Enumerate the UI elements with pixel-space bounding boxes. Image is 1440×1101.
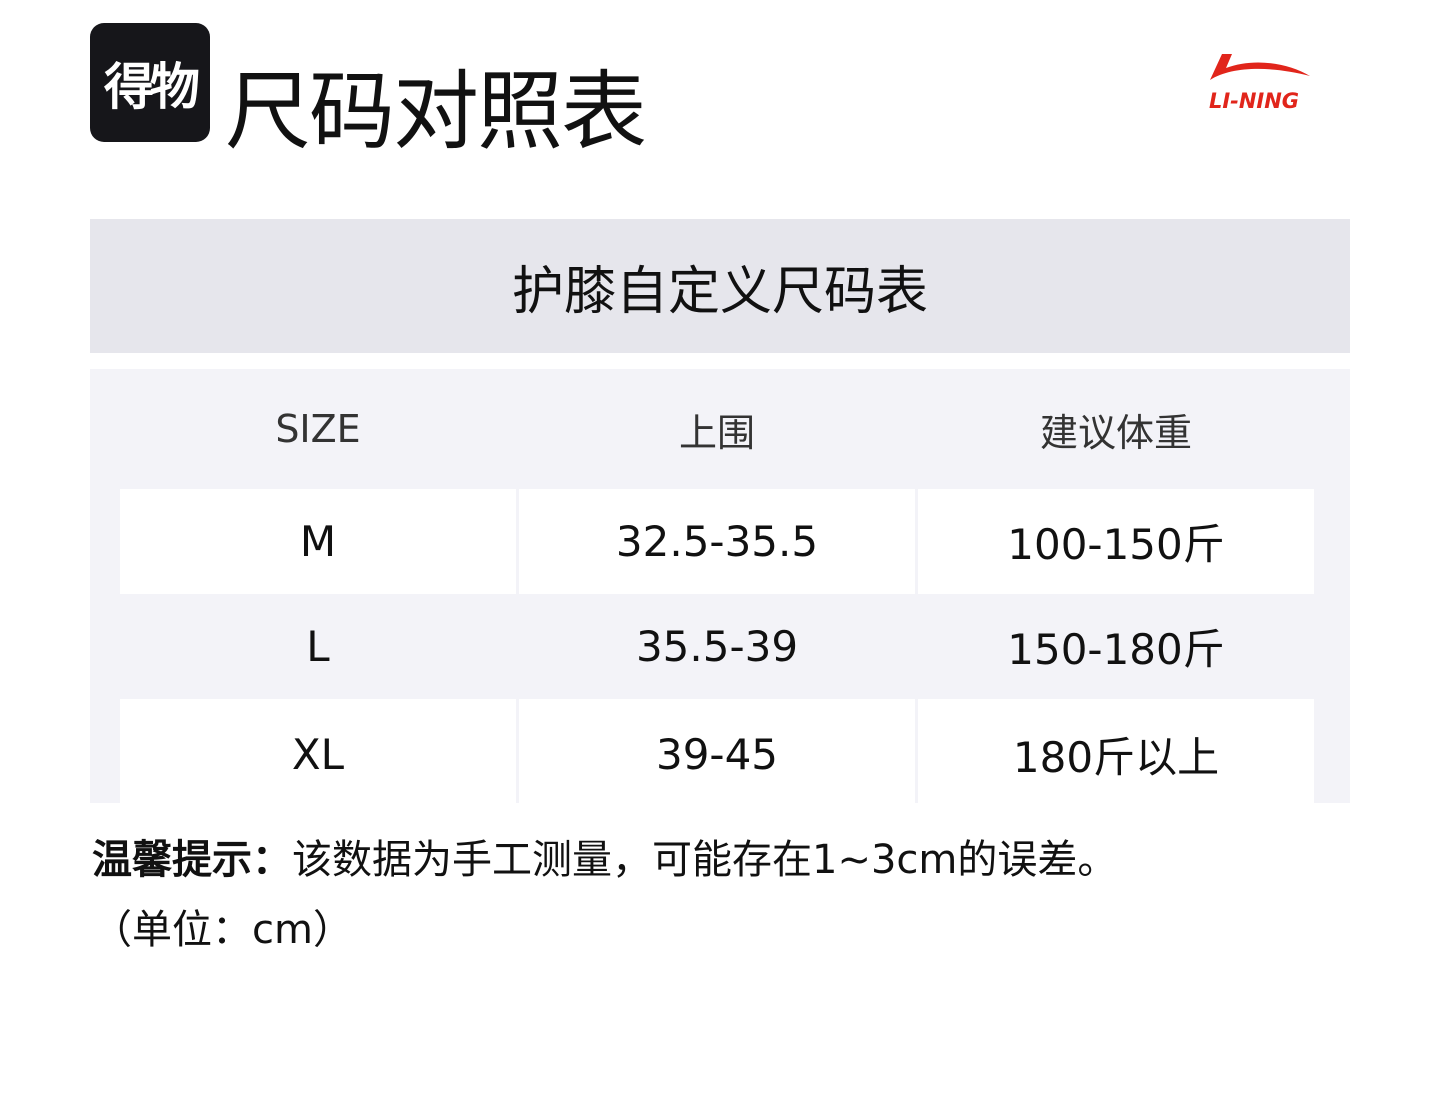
table-cell: 150-180斤 [1007, 625, 1225, 674]
page-title: 尺码对照表 [225, 62, 647, 162]
svg-text:LI-NING: LI-NING [1209, 89, 1299, 113]
dewu-logo: 得物 [90, 23, 210, 142]
table-cell: 100-150斤 [918, 489, 1314, 594]
table-cell: 35.5-39 [635, 622, 799, 671]
table-header-row: SIZE 上围 建议体重 [120, 369, 1317, 489]
table-cell: 180斤以上 [918, 699, 1314, 803]
table-row: M 32.5-35.5 100-150斤 [120, 489, 1317, 594]
table-cell: 32.5-35.5 [519, 489, 915, 594]
table-cell: XL [120, 699, 516, 803]
table-cell: M [120, 489, 516, 594]
note-label: 温馨提示： [92, 837, 292, 883]
column-header: 上围 [678, 410, 755, 455]
table-caption: 护膝自定义尺码表 [90, 219, 1350, 353]
note-unit: （单位：cm） [92, 907, 353, 953]
table-cell: L [306, 622, 330, 671]
measurement-note: 温馨提示：该数据为手工测量，可能存在1~3cm的误差。 （单位：cm） [92, 825, 1392, 965]
note-text: 该数据为手工测量，可能存在1~3cm的误差。 [292, 837, 1118, 883]
table-row: XL 39-45 180斤以上 [120, 699, 1317, 803]
table-cell: 39-45 [519, 699, 915, 803]
li-ning-logo: LI-NING [1209, 54, 1310, 113]
logo-text: 得物 [104, 57, 200, 116]
column-header: SIZE [275, 407, 361, 451]
table-row: L 35.5-39 150-180斤 [120, 594, 1317, 699]
column-header: 建议体重 [1039, 410, 1192, 455]
size-table: SIZE 上围 建议体重 M 32.5-35.5 100-150斤 L 35.5… [90, 369, 1350, 803]
